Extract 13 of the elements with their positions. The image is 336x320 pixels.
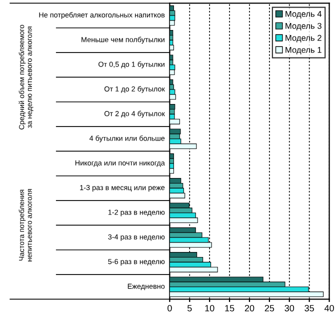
x-tick-label: 10 [205,304,214,312]
x-tick-label: 20 [244,304,254,312]
x-tick-label: 35 [304,304,314,312]
legend-label: Модель 2 [286,34,322,42]
x-tick-label: 5 [187,305,192,312]
x-tick-label: 30 [284,304,294,312]
legend-label: Модель 4 [286,11,322,18]
legend-label: Модель 3 [286,22,322,30]
x-tick-label: 25 [264,304,274,312]
legend-label: Модель 1 [286,46,322,54]
x-tick-label: 0 [168,304,172,312]
x-tick-label: 15 [225,305,234,312]
x-tick-label: 40 [324,304,334,312]
